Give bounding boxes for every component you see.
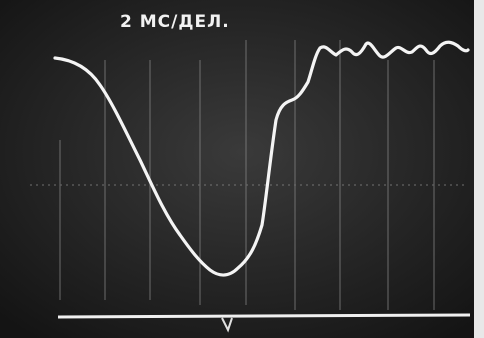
photo-border — [474, 0, 484, 338]
baseline-trace — [58, 315, 470, 317]
scale-label: 2 МС/ДЕЛ. — [120, 12, 230, 32]
oscilloscope-photo: 2 МС/ДЕЛ. — [0, 0, 484, 338]
